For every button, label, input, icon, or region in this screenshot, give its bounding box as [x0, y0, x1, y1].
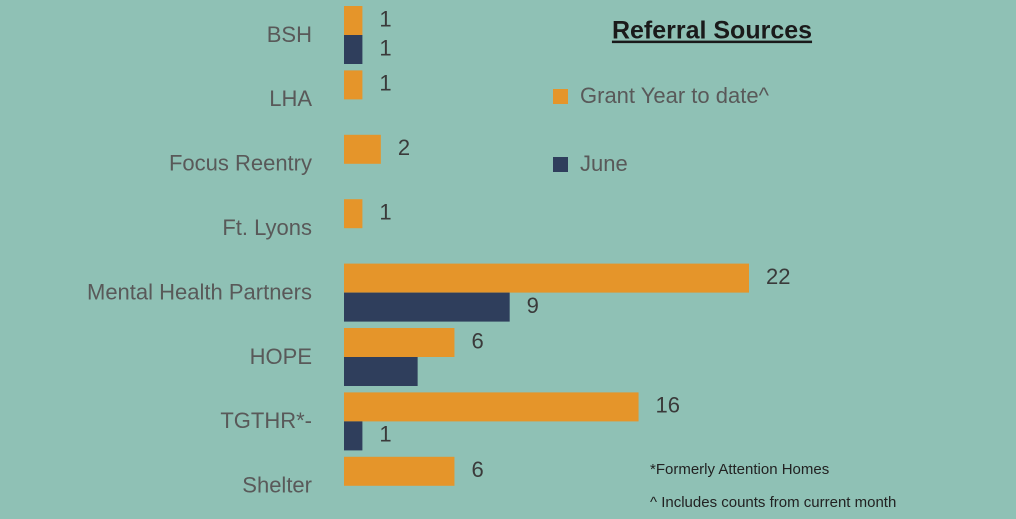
bar	[344, 292, 510, 322]
bar	[344, 199, 363, 229]
data-label: 2	[398, 135, 410, 160]
y-tick-label: TGTHR*-	[220, 408, 312, 433]
bar	[344, 70, 363, 100]
data-label: 1	[379, 6, 391, 31]
y-tick-label: LHA	[269, 86, 312, 111]
bar	[344, 357, 418, 386]
bar	[344, 35, 363, 64]
annotation: ^ Includes counts from current month	[650, 494, 896, 511]
legend-swatch	[553, 157, 568, 172]
legend-swatch	[553, 89, 568, 104]
data-label: 6	[471, 457, 483, 482]
data-label: 1	[379, 35, 391, 60]
bar	[344, 6, 363, 35]
bar	[344, 421, 363, 451]
bar	[344, 456, 455, 486]
data-label: 22	[766, 264, 790, 289]
legend-label: Grant Year to date^	[580, 83, 770, 108]
data-label: 6	[471, 328, 483, 353]
y-tick-label: BSH	[267, 22, 312, 47]
bar	[344, 328, 455, 357]
bar	[344, 134, 381, 164]
data-label: 1	[379, 71, 391, 96]
data-label: 1	[379, 200, 391, 225]
y-tick-label: Focus Reentry	[169, 151, 312, 176]
legend-label: June	[580, 151, 628, 176]
annotation: *Formerly Attention Homes	[650, 461, 829, 478]
y-tick-label: HOPE	[250, 344, 312, 369]
data-label: 1	[379, 422, 391, 447]
bar	[344, 392, 639, 422]
y-tick-label: Ft. Lyons	[222, 215, 312, 240]
bar	[344, 263, 749, 293]
y-tick-label: Mental Health Partners	[87, 279, 312, 304]
data-label: 9	[527, 293, 539, 318]
y-tick-label: Shelter	[242, 473, 312, 498]
data-label: 16	[656, 393, 680, 418]
chart-title: Referral Sources	[612, 17, 812, 45]
